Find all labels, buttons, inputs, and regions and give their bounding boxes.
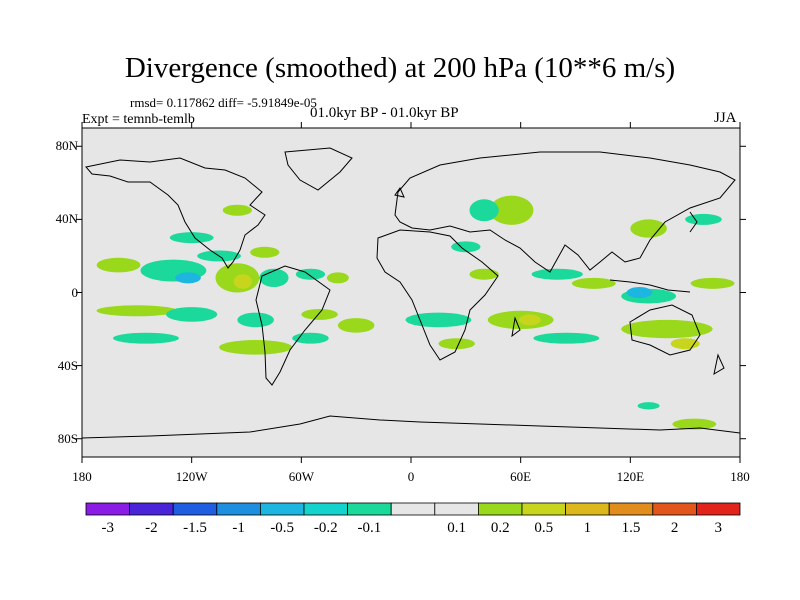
coast-japan — [689, 211, 698, 233]
anomaly-region — [96, 305, 178, 317]
x-tick-label: 180 — [72, 469, 92, 484]
x-tick-label: 120W — [175, 469, 208, 484]
colorbar-swatch — [477, 502, 523, 516]
colorbar-label: 1 — [583, 520, 592, 536]
colorbar-swatch — [434, 502, 479, 516]
coast-uk — [394, 186, 405, 198]
y-tick-label: 40N — [55, 211, 78, 227]
anomaly-region — [237, 312, 274, 328]
colorbar-label: 1.5 — [621, 520, 641, 536]
colorbar-swatch — [172, 502, 218, 516]
coastlines — [82, 147, 740, 439]
colorbar-label: -0.2 — [313, 520, 338, 536]
coast-indonesia — [609, 279, 691, 293]
anomaly-region — [685, 213, 722, 225]
x-tick-label: 0 — [407, 469, 415, 484]
coast-south-america — [255, 265, 331, 386]
colorbar-label: 0.5 — [534, 520, 554, 536]
anomaly-region — [637, 402, 660, 410]
anomaly-region — [533, 332, 600, 344]
anomaly-region — [250, 246, 280, 258]
colorbar-label: 2 — [670, 520, 679, 536]
anomaly-region — [169, 232, 214, 244]
anomaly-region — [219, 340, 293, 355]
coast-australia — [629, 304, 701, 356]
coast-madagascar — [511, 316, 521, 338]
chart-title: Divergence (smoothed) at 200 hPa (10**6 … — [124, 52, 676, 84]
anomaly-region — [531, 268, 583, 280]
colorbar-label: 0.1 — [447, 520, 466, 536]
anomaly-region — [259, 268, 289, 288]
colorbar-label: 3 — [714, 520, 722, 536]
y-tick-label: 40S — [57, 357, 78, 373]
colorbar-swatch — [303, 502, 348, 516]
anomaly-region — [222, 204, 252, 216]
anomaly-region — [670, 338, 700, 350]
anomaly-region — [469, 199, 499, 222]
colorbar-swatch — [696, 502, 741, 516]
anomaly-region — [626, 287, 653, 298]
colorbar-label: -1.5 — [183, 520, 207, 536]
colorbar-label: -0.5 — [270, 520, 295, 536]
coast-new-zealand — [713, 353, 725, 376]
coast-north-america — [85, 157, 266, 269]
anomaly-region — [301, 308, 338, 320]
y-tick-label: 80S — [57, 430, 78, 446]
anomaly-region — [233, 274, 252, 289]
y-tick-label: 80N — [55, 138, 78, 154]
anomaly-region — [469, 268, 499, 280]
anomaly-region — [96, 257, 141, 273]
anomaly-field — [96, 195, 735, 430]
colorbar-label: -1 — [232, 520, 245, 536]
colorbar-swatch — [565, 502, 610, 516]
anomaly-region — [621, 319, 713, 339]
colorbar-swatch — [259, 502, 305, 516]
anomaly-region — [518, 314, 541, 326]
coast-antarctica — [82, 415, 740, 439]
anomaly-region — [166, 307, 218, 322]
x-tick-label: 60W — [288, 469, 314, 484]
anomaly-region — [672, 418, 717, 430]
colorbar-swatch — [390, 502, 436, 516]
colorbar-swatch — [608, 502, 654, 516]
x-tick-label: 120E — [616, 469, 645, 484]
coast-eurasia — [394, 151, 736, 273]
colorbar-swatch — [347, 502, 392, 516]
colorbar-swatch — [216, 502, 261, 516]
anomaly-region — [571, 277, 616, 289]
anomaly-region — [630, 219, 667, 238]
colorbar-swatch — [85, 502, 130, 516]
x-tick-label: 180 — [730, 469, 750, 484]
anomaly-region — [113, 332, 179, 344]
anomaly-region — [438, 338, 475, 350]
anomaly-region — [175, 272, 201, 284]
anomaly-region — [405, 312, 472, 328]
colorbar-label: -2 — [145, 520, 158, 536]
colorbar-swatch — [652, 502, 697, 516]
anomaly-region — [326, 272, 349, 284]
axes — [76, 122, 746, 463]
colorbar-swatch — [129, 502, 174, 516]
x-tick-label: 60E — [510, 469, 532, 484]
colorbar-swatch — [521, 502, 566, 516]
rmsd-stats: rmsd= 0.117862 diff= -5.91849e-05 — [130, 95, 317, 110]
coast-greenland — [284, 147, 353, 191]
colorbar-label: -0.1 — [357, 520, 382, 536]
experiment-label: Expt = temnb-temlb — [82, 112, 195, 127]
anomaly-region — [489, 195, 534, 225]
colorbar-label: 0.2 — [490, 520, 510, 536]
colorbar-label: -3 — [101, 520, 115, 536]
season-label: JJA — [714, 110, 737, 126]
period-label: 01.0kyr BP - 01.0kyr BP — [310, 105, 459, 121]
colorbar — [85, 502, 741, 516]
anomaly-region — [690, 277, 735, 289]
anomaly-region — [292, 332, 329, 344]
y-tick-label: 0 — [71, 284, 79, 300]
anomaly-region — [337, 318, 375, 333]
coast-africa — [376, 229, 499, 361]
